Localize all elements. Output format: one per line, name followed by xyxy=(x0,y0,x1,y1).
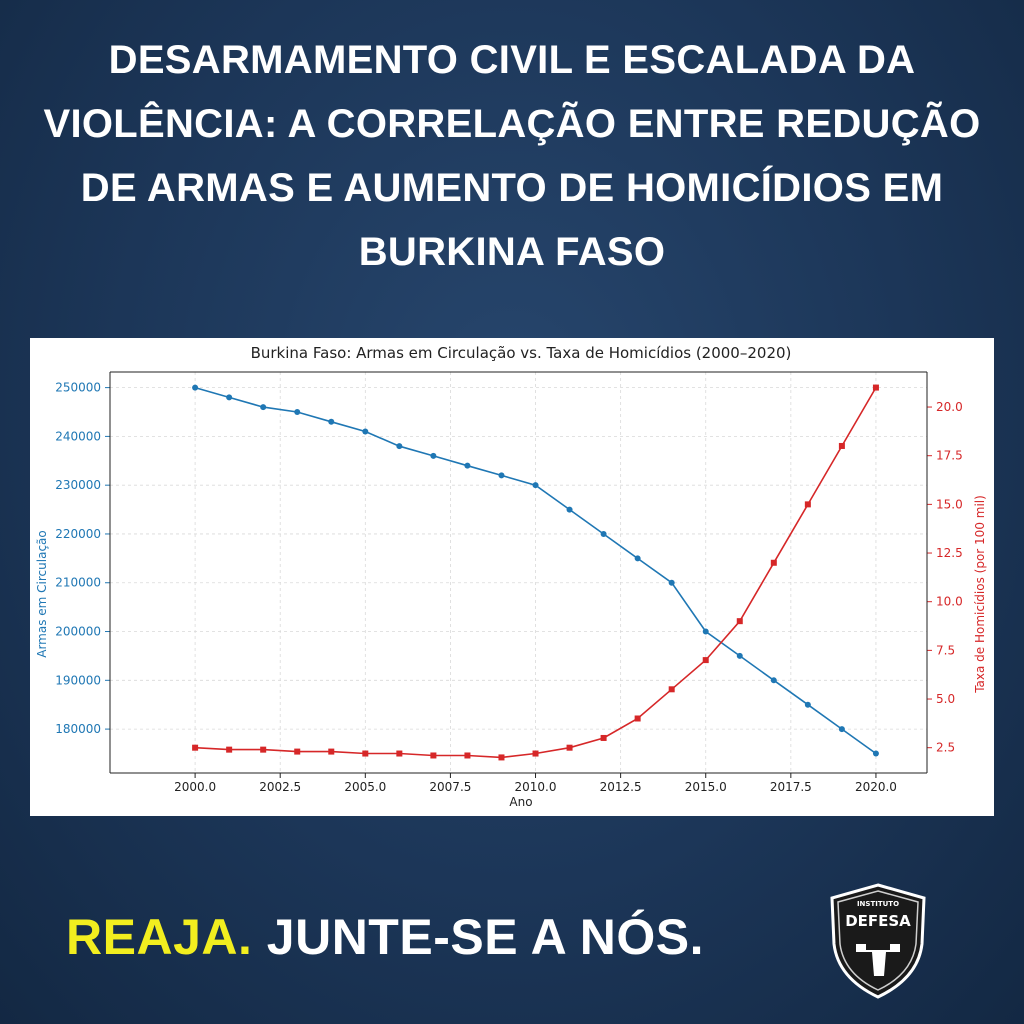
left-y-tick-label: 220000 xyxy=(55,527,101,541)
arms-data-point xyxy=(362,428,369,435)
instituto-defesa-logo: INSTITUTO DEFESA xyxy=(830,883,926,999)
arms-data-point xyxy=(566,506,573,513)
arms-data-point xyxy=(498,472,505,479)
headline: DESARMAMENTO CIVIL E ESCALADA DA VIOLÊNC… xyxy=(43,38,981,274)
x-tick-label: 2007.5 xyxy=(429,780,471,794)
homicide-data-point xyxy=(838,442,845,449)
chart-title: Burkina Faso: Armas em Circulação vs. Ta… xyxy=(251,344,792,362)
left-axis-label: Armas em Circulação xyxy=(35,530,49,658)
x-tick-label: 2012.5 xyxy=(600,780,642,794)
left-y-tick-label: 200000 xyxy=(55,625,101,639)
homicide-data-point xyxy=(600,734,607,741)
homicide-data-point xyxy=(736,618,743,625)
homicide-data-point xyxy=(362,750,369,757)
homicide-data-point xyxy=(532,750,539,757)
left-y-tick-label: 180000 xyxy=(55,722,101,736)
arms-data-point xyxy=(668,579,675,586)
homicide-data-point xyxy=(634,715,641,722)
right-y-tick-label: 7.5 xyxy=(936,643,955,657)
right-y-tick-label: 5.0 xyxy=(936,692,955,706)
grid xyxy=(110,372,927,773)
arms-data-point xyxy=(260,404,267,411)
dual-axis-line-chart: 2000.0 2002.5 2005.0 2007.5 2010.0 2012.5 2015… xyxy=(35,344,987,809)
homicide-data-point xyxy=(294,748,301,755)
arms-data-point xyxy=(464,462,471,469)
homicide-data-point xyxy=(770,559,777,566)
right-axis-label: Taxa de Homicídios (por 100 mil) xyxy=(973,495,987,694)
x-tick-label: 2017.5 xyxy=(770,780,812,794)
arms-data-point xyxy=(838,726,845,733)
logo-name: DEFESA xyxy=(845,912,911,930)
left-y-tick-label: 210000 xyxy=(55,576,101,590)
x-tick-label: 2010.0 xyxy=(515,780,557,794)
arms-data-point xyxy=(804,701,811,708)
arms-data-point xyxy=(634,555,641,562)
axes: 2000.0 2002.5 2005.0 2007.5 2010.0 2012.5 2015… xyxy=(55,371,963,794)
left-y-tick-label: 240000 xyxy=(55,429,101,443)
homicide-data-point xyxy=(566,744,573,751)
homicide-data-point xyxy=(396,750,403,757)
x-tick-label: 2005.0 xyxy=(344,780,386,794)
homicide-data-point xyxy=(192,744,199,751)
x-axis-label: Ano xyxy=(509,795,532,809)
left-y-tick-label: 230000 xyxy=(55,478,101,492)
arms-data-point xyxy=(702,628,709,635)
arms-data-point xyxy=(770,677,777,684)
arms-data-point xyxy=(430,452,437,459)
right-y-tick-label: 20.0 xyxy=(936,400,963,414)
arms-data-point xyxy=(532,482,539,489)
arms-data-point xyxy=(226,394,233,401)
homicide-data-point xyxy=(702,657,709,664)
x-tick-label: 2000.0 xyxy=(174,780,216,794)
arms-data-point xyxy=(192,384,199,391)
homicide-data-point xyxy=(804,501,811,508)
x-tick-label: 2020.0 xyxy=(855,780,897,794)
cta-rest: JUNTE-SE A NÓS. xyxy=(266,909,704,965)
right-y-tick-label: 2.5 xyxy=(936,741,955,755)
homicide-data-point xyxy=(260,746,267,753)
right-y-tick-label: 15.0 xyxy=(936,497,963,511)
arms-data-point xyxy=(294,409,301,416)
chart-card: 2000.0 2002.5 2005.0 2007.5 2010.0 2012.5 2015… xyxy=(30,338,994,816)
homicide-data-point xyxy=(328,748,335,755)
right-y-tick-label: 12.5 xyxy=(936,546,963,560)
x-tick-label: 2002.5 xyxy=(259,780,301,794)
homicide-data-point xyxy=(872,384,879,391)
homicide-data-point xyxy=(464,752,471,759)
x-tick-label: 2015.0 xyxy=(685,780,727,794)
left-y-tick-label: 190000 xyxy=(55,673,101,687)
call-to-action: REAJA. JUNTE-SE A NÓS. xyxy=(66,908,704,966)
homicide-data-point xyxy=(668,686,675,693)
homicide-data-point xyxy=(226,746,233,753)
right-y-tick-label: 17.5 xyxy=(936,449,963,463)
right-y-tick-label: 10.0 xyxy=(936,595,963,609)
arms-data-point xyxy=(736,652,743,659)
arms-data-point xyxy=(872,750,879,757)
arms-data-point xyxy=(600,530,607,537)
homicide-data-point xyxy=(498,754,505,761)
series-layer xyxy=(192,384,879,761)
arms-data-point xyxy=(396,443,403,450)
homicide-data-point xyxy=(430,752,437,759)
cta-highlight: REAJA. xyxy=(66,909,253,965)
arms-data-point xyxy=(328,418,335,425)
logo-top-text: INSTITUTO xyxy=(857,900,899,908)
left-y-tick-label: 250000 xyxy=(55,381,101,395)
